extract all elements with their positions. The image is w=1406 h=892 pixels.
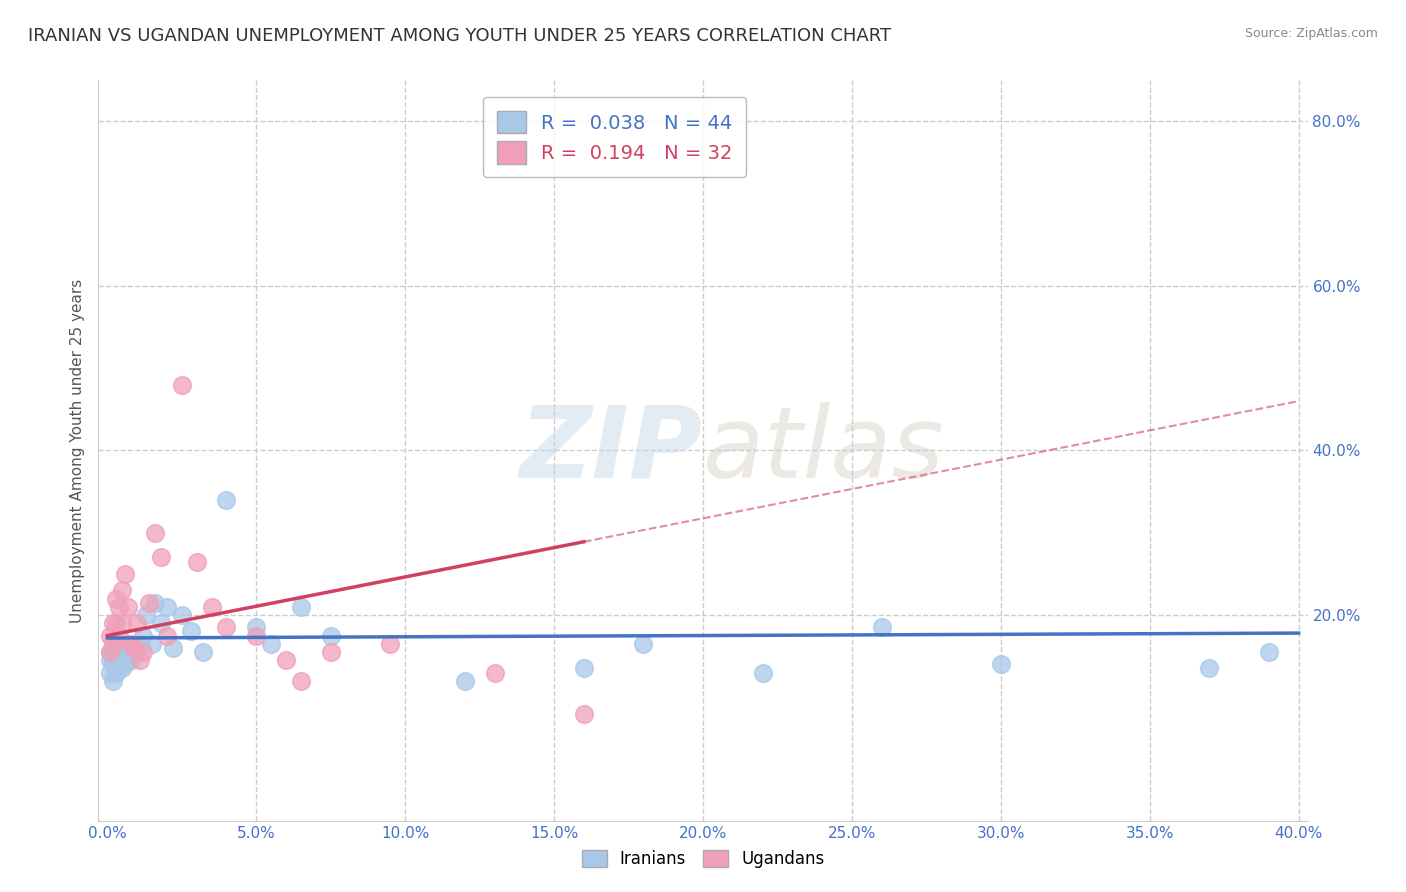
Point <box>108 629 131 643</box>
Point <box>1198 661 1220 675</box>
Text: Source: ZipAtlas.com: Source: ZipAtlas.com <box>1244 27 1378 40</box>
Point <box>143 525 166 540</box>
Point <box>98 645 121 659</box>
Point <box>215 492 238 507</box>
Point <box>132 629 155 643</box>
Point <box>111 661 134 675</box>
Point <box>572 661 595 675</box>
Point <box>103 616 125 631</box>
Point <box>143 596 166 610</box>
Point <box>105 645 128 659</box>
Point <box>122 645 145 659</box>
Point <box>186 554 208 569</box>
Point <box>129 653 152 667</box>
Point <box>135 607 157 622</box>
Point <box>162 640 184 655</box>
Point <box>290 599 312 614</box>
Point <box>103 673 125 688</box>
Text: ZIP: ZIP <box>520 402 703 499</box>
Point <box>245 620 267 634</box>
Point <box>870 620 893 634</box>
Point <box>200 599 222 614</box>
Y-axis label: Unemployment Among Youth under 25 years: Unemployment Among Youth under 25 years <box>69 278 84 623</box>
Point <box>114 645 136 659</box>
Point <box>108 599 131 614</box>
Point <box>990 657 1012 672</box>
Point <box>108 657 131 672</box>
Point <box>191 645 214 659</box>
Point <box>114 566 136 581</box>
Point <box>98 653 121 667</box>
Point <box>111 649 134 664</box>
Point <box>132 645 155 659</box>
Point <box>572 706 595 721</box>
Point <box>260 637 283 651</box>
Point <box>98 665 121 680</box>
Point <box>105 616 128 631</box>
Point <box>120 637 142 651</box>
Point <box>129 637 152 651</box>
Point <box>127 640 149 655</box>
Point <box>215 620 238 634</box>
Point <box>120 653 142 667</box>
Point <box>105 665 128 680</box>
Point <box>117 645 139 659</box>
Point <box>127 616 149 631</box>
Point <box>105 653 128 667</box>
Point <box>117 599 139 614</box>
Point <box>105 591 128 606</box>
Point <box>319 629 342 643</box>
Point <box>156 629 179 643</box>
Point <box>149 616 172 631</box>
Point <box>380 637 402 651</box>
Point <box>245 629 267 643</box>
Point <box>319 645 342 659</box>
Point <box>103 640 125 655</box>
Point <box>484 665 506 680</box>
Point <box>274 653 297 667</box>
Legend: R =  0.038   N = 44, R =  0.194   N = 32: R = 0.038 N = 44, R = 0.194 N = 32 <box>484 97 747 178</box>
Point <box>122 640 145 655</box>
Point <box>1257 645 1279 659</box>
Point <box>290 673 312 688</box>
Point <box>170 607 193 622</box>
Point <box>108 640 131 655</box>
Text: atlas: atlas <box>703 402 945 499</box>
Point <box>117 653 139 667</box>
Point <box>138 596 160 610</box>
Point <box>170 377 193 392</box>
Point <box>156 599 179 614</box>
Point <box>114 657 136 672</box>
Point <box>180 624 202 639</box>
Point <box>141 637 163 651</box>
Text: IRANIAN VS UGANDAN UNEMPLOYMENT AMONG YOUTH UNDER 25 YEARS CORRELATION CHART: IRANIAN VS UGANDAN UNEMPLOYMENT AMONG YO… <box>28 27 891 45</box>
Point <box>103 637 125 651</box>
Point <box>751 665 773 680</box>
Legend: Iranians, Ugandans: Iranians, Ugandans <box>575 843 831 875</box>
Point <box>103 657 125 672</box>
Point <box>111 616 134 631</box>
Point <box>111 583 134 598</box>
Point <box>149 550 172 565</box>
Point <box>98 629 121 643</box>
Point <box>454 673 477 688</box>
Point <box>633 637 655 651</box>
Point <box>98 645 121 659</box>
